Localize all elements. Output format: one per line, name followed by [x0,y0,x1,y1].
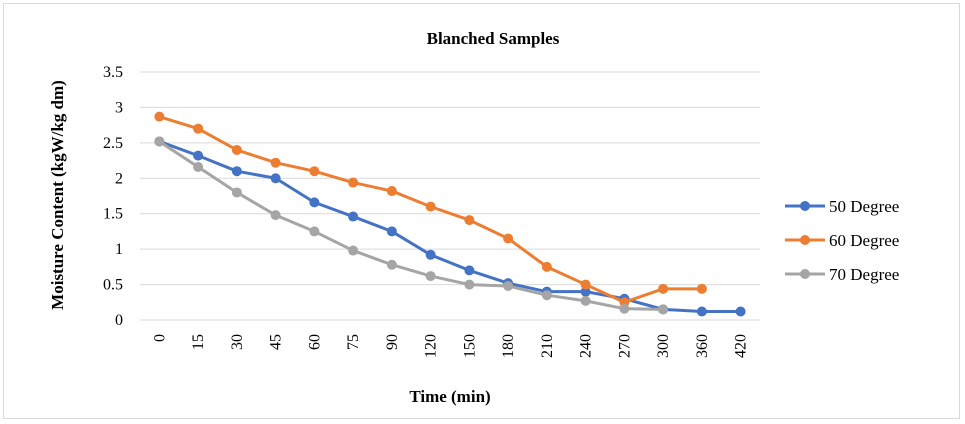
data-point [348,211,359,222]
data-point [541,290,552,301]
data-point [348,177,359,188]
legend: 50 Degree 60 Degree 70 Degree [785,197,899,284]
data-point [193,150,204,161]
x-tick-label: 120 [423,334,440,358]
series-60-degree [154,111,707,308]
data-point [309,166,320,177]
y-tick-label: 2 [115,170,123,187]
x-tick-label: 15 [190,334,207,350]
data-point [348,245,359,256]
x-tick-label: 360 [694,334,711,358]
y-tick-label: 3 [115,99,123,116]
series-line [158,140,664,311]
x-tick-label: 90 [384,334,401,350]
data-point [154,111,165,122]
legend-label: 50 Degree [829,197,899,216]
data-point [386,186,397,197]
y-axis-title: Moisture Content (kgW/kg dm) [48,80,67,310]
data-point [193,161,204,172]
data-point [425,271,436,282]
y-tick-label: 2.5 [103,135,123,152]
chart-title: Blanched Samples [427,29,560,48]
data-point [541,261,552,272]
x-tick-label: 210 [539,334,556,358]
data-point [425,201,436,212]
data-point [503,280,514,291]
data-point [619,303,630,314]
data-point [735,306,746,317]
x-tick-label: 45 [268,334,285,350]
data-point [464,279,475,290]
legend-item: 50 Degree [785,197,899,216]
x-axis-title: Time (min) [409,387,490,406]
legend-item: 60 Degree [785,231,899,250]
legend-marker [800,235,810,245]
data-point [270,157,281,168]
series-group [154,111,746,317]
data-point [270,210,281,221]
x-tick-label: 270 [616,334,633,358]
series-line [158,140,741,313]
data-point [154,136,165,147]
gridlines [140,71,760,321]
legend-item: 70 Degree [785,265,899,284]
data-point [580,279,591,290]
data-point [386,226,397,237]
legend-label: 60 Degree [829,231,899,250]
data-point [696,306,707,317]
legend-label: 70 Degree [829,265,899,284]
data-point [464,215,475,226]
data-point [658,283,669,294]
y-tick-label: 1.5 [103,206,123,223]
x-tick-label: 60 [306,334,323,350]
x-tick-label: 180 [500,334,517,358]
x-axis-ticks: 0 15 30 45 60 75 90 120 150 180 210 240 270 300 360 420 [151,334,749,358]
data-point [580,295,591,306]
y-tick-label: 0.5 [103,277,123,294]
data-point [464,265,475,276]
x-tick-label: 75 [345,334,362,350]
y-tick-label: 1 [115,241,123,258]
y-axis-ticks: 0 0.5 1 1.5 2 2.5 3 3.5 [103,64,123,329]
data-point [231,187,242,198]
data-point [193,123,204,134]
x-tick-label: 300 [655,334,672,358]
legend-marker [800,201,810,211]
x-tick-label: 420 [733,334,750,358]
data-point [696,283,707,294]
data-point [231,166,242,177]
series-70-degree [154,136,669,315]
data-point [386,259,397,270]
data-point [580,286,591,297]
y-tick-label: 0 [115,312,123,329]
legend-marker [800,269,810,279]
x-tick-label: 0 [151,334,168,342]
x-tick-label: 150 [461,334,478,358]
data-point [231,144,242,155]
data-point [503,233,514,244]
y-tick-label: 3.5 [103,64,123,81]
data-point [309,197,320,208]
data-point [425,249,436,260]
x-tick-label: 30 [229,334,246,350]
data-point [270,173,281,184]
data-point [658,304,669,315]
x-tick-label: 240 [578,334,595,358]
data-point [309,226,320,237]
